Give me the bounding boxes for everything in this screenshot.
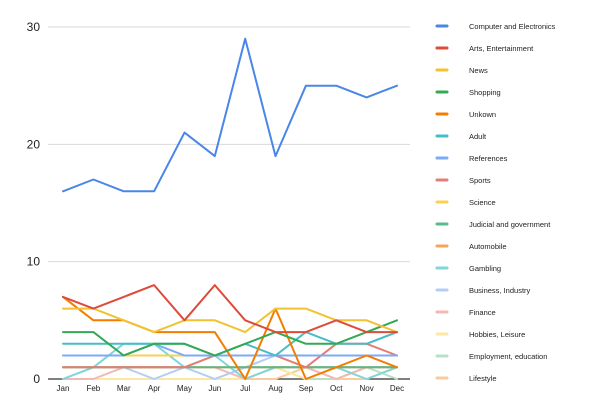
series-line-arts-entertainment xyxy=(62,284,398,334)
x-tick-label: Feb xyxy=(86,384,100,393)
legend-entry: Finance xyxy=(435,308,496,317)
legend-label: Unkown xyxy=(469,110,496,119)
x-tick-label: Mar xyxy=(117,384,131,393)
series-line-shopping xyxy=(62,319,398,357)
legend-entry: Gambling xyxy=(435,264,501,273)
series-line-unkown xyxy=(62,295,398,380)
x-tick-label: Oct xyxy=(330,384,343,393)
x-axis-ticks: Jan Feb Mar Apr May Jun Jul Aug Sep Oct Nov Dec xyxy=(57,384,405,393)
legend-entry: Arts, Entertainment xyxy=(435,44,534,53)
legend-label: Business, Industry xyxy=(469,286,531,295)
x-tick-label: Jan xyxy=(57,384,70,393)
legend-entry: Lifestyle xyxy=(435,374,497,383)
legend-label: Shopping xyxy=(469,88,501,97)
legend-label: Finance xyxy=(469,308,496,317)
legend-label: Arts, Entertainment xyxy=(469,44,534,53)
y-tick-label: 30 xyxy=(27,20,41,34)
legend-label: Computer and Electronics xyxy=(469,22,556,31)
legend-entry: Shopping xyxy=(435,88,501,97)
legend-entry: Adult xyxy=(435,132,487,141)
x-tick-label: Jul xyxy=(240,384,250,393)
legend-entry: Computer and Electronics xyxy=(435,22,556,31)
y-tick-label: 0 xyxy=(33,372,40,386)
x-tick-label: Aug xyxy=(268,384,282,393)
x-tick-label: Sep xyxy=(299,384,314,393)
legend-entry: News xyxy=(435,66,488,75)
legend-label: Science xyxy=(469,198,496,207)
legend-entry: Business, Industry xyxy=(435,286,531,295)
series-line-news xyxy=(62,307,398,334)
x-tick-label: Nov xyxy=(360,384,374,393)
legend-label: Sports xyxy=(469,176,491,185)
legend-entry: References xyxy=(435,154,508,163)
legend-label: References xyxy=(469,154,508,163)
legend-label: Gambling xyxy=(469,264,501,273)
legend-label: Judicial and government xyxy=(469,220,551,229)
legend-entry: Sports xyxy=(435,176,491,185)
legend-label: Hobbies, Leisure xyxy=(469,330,525,339)
series-line-computer-and-electronics xyxy=(62,37,398,193)
y-tick-label: 10 xyxy=(27,255,41,269)
legend-label: Automobile xyxy=(469,242,507,251)
legend-entry: Unkown xyxy=(435,110,496,119)
legend-entry: Judicial and government xyxy=(435,220,551,229)
legend-entry: Automobile xyxy=(435,242,507,251)
legend-entry: Employment, education xyxy=(435,352,547,361)
y-axis-ticks: 0 10 20 30 xyxy=(27,20,41,386)
x-tick-label: May xyxy=(177,384,192,393)
x-tick-label: Apr xyxy=(148,384,161,393)
legend-entry: Hobbies, Leisure xyxy=(435,330,525,339)
x-tick-label: Jun xyxy=(208,384,221,393)
legend-label: News xyxy=(469,66,488,75)
y-tick-label: 20 xyxy=(27,137,41,151)
legend-label: Lifestyle xyxy=(469,374,497,383)
series-lines xyxy=(62,37,398,380)
legend-label: Employment, education xyxy=(469,352,547,361)
legend-entry: Science xyxy=(435,198,496,207)
legend: Computer and Electronics Arts, Entertainm… xyxy=(435,22,556,383)
x-tick-label: Dec xyxy=(390,384,404,393)
legend-label: Adult xyxy=(469,132,487,141)
